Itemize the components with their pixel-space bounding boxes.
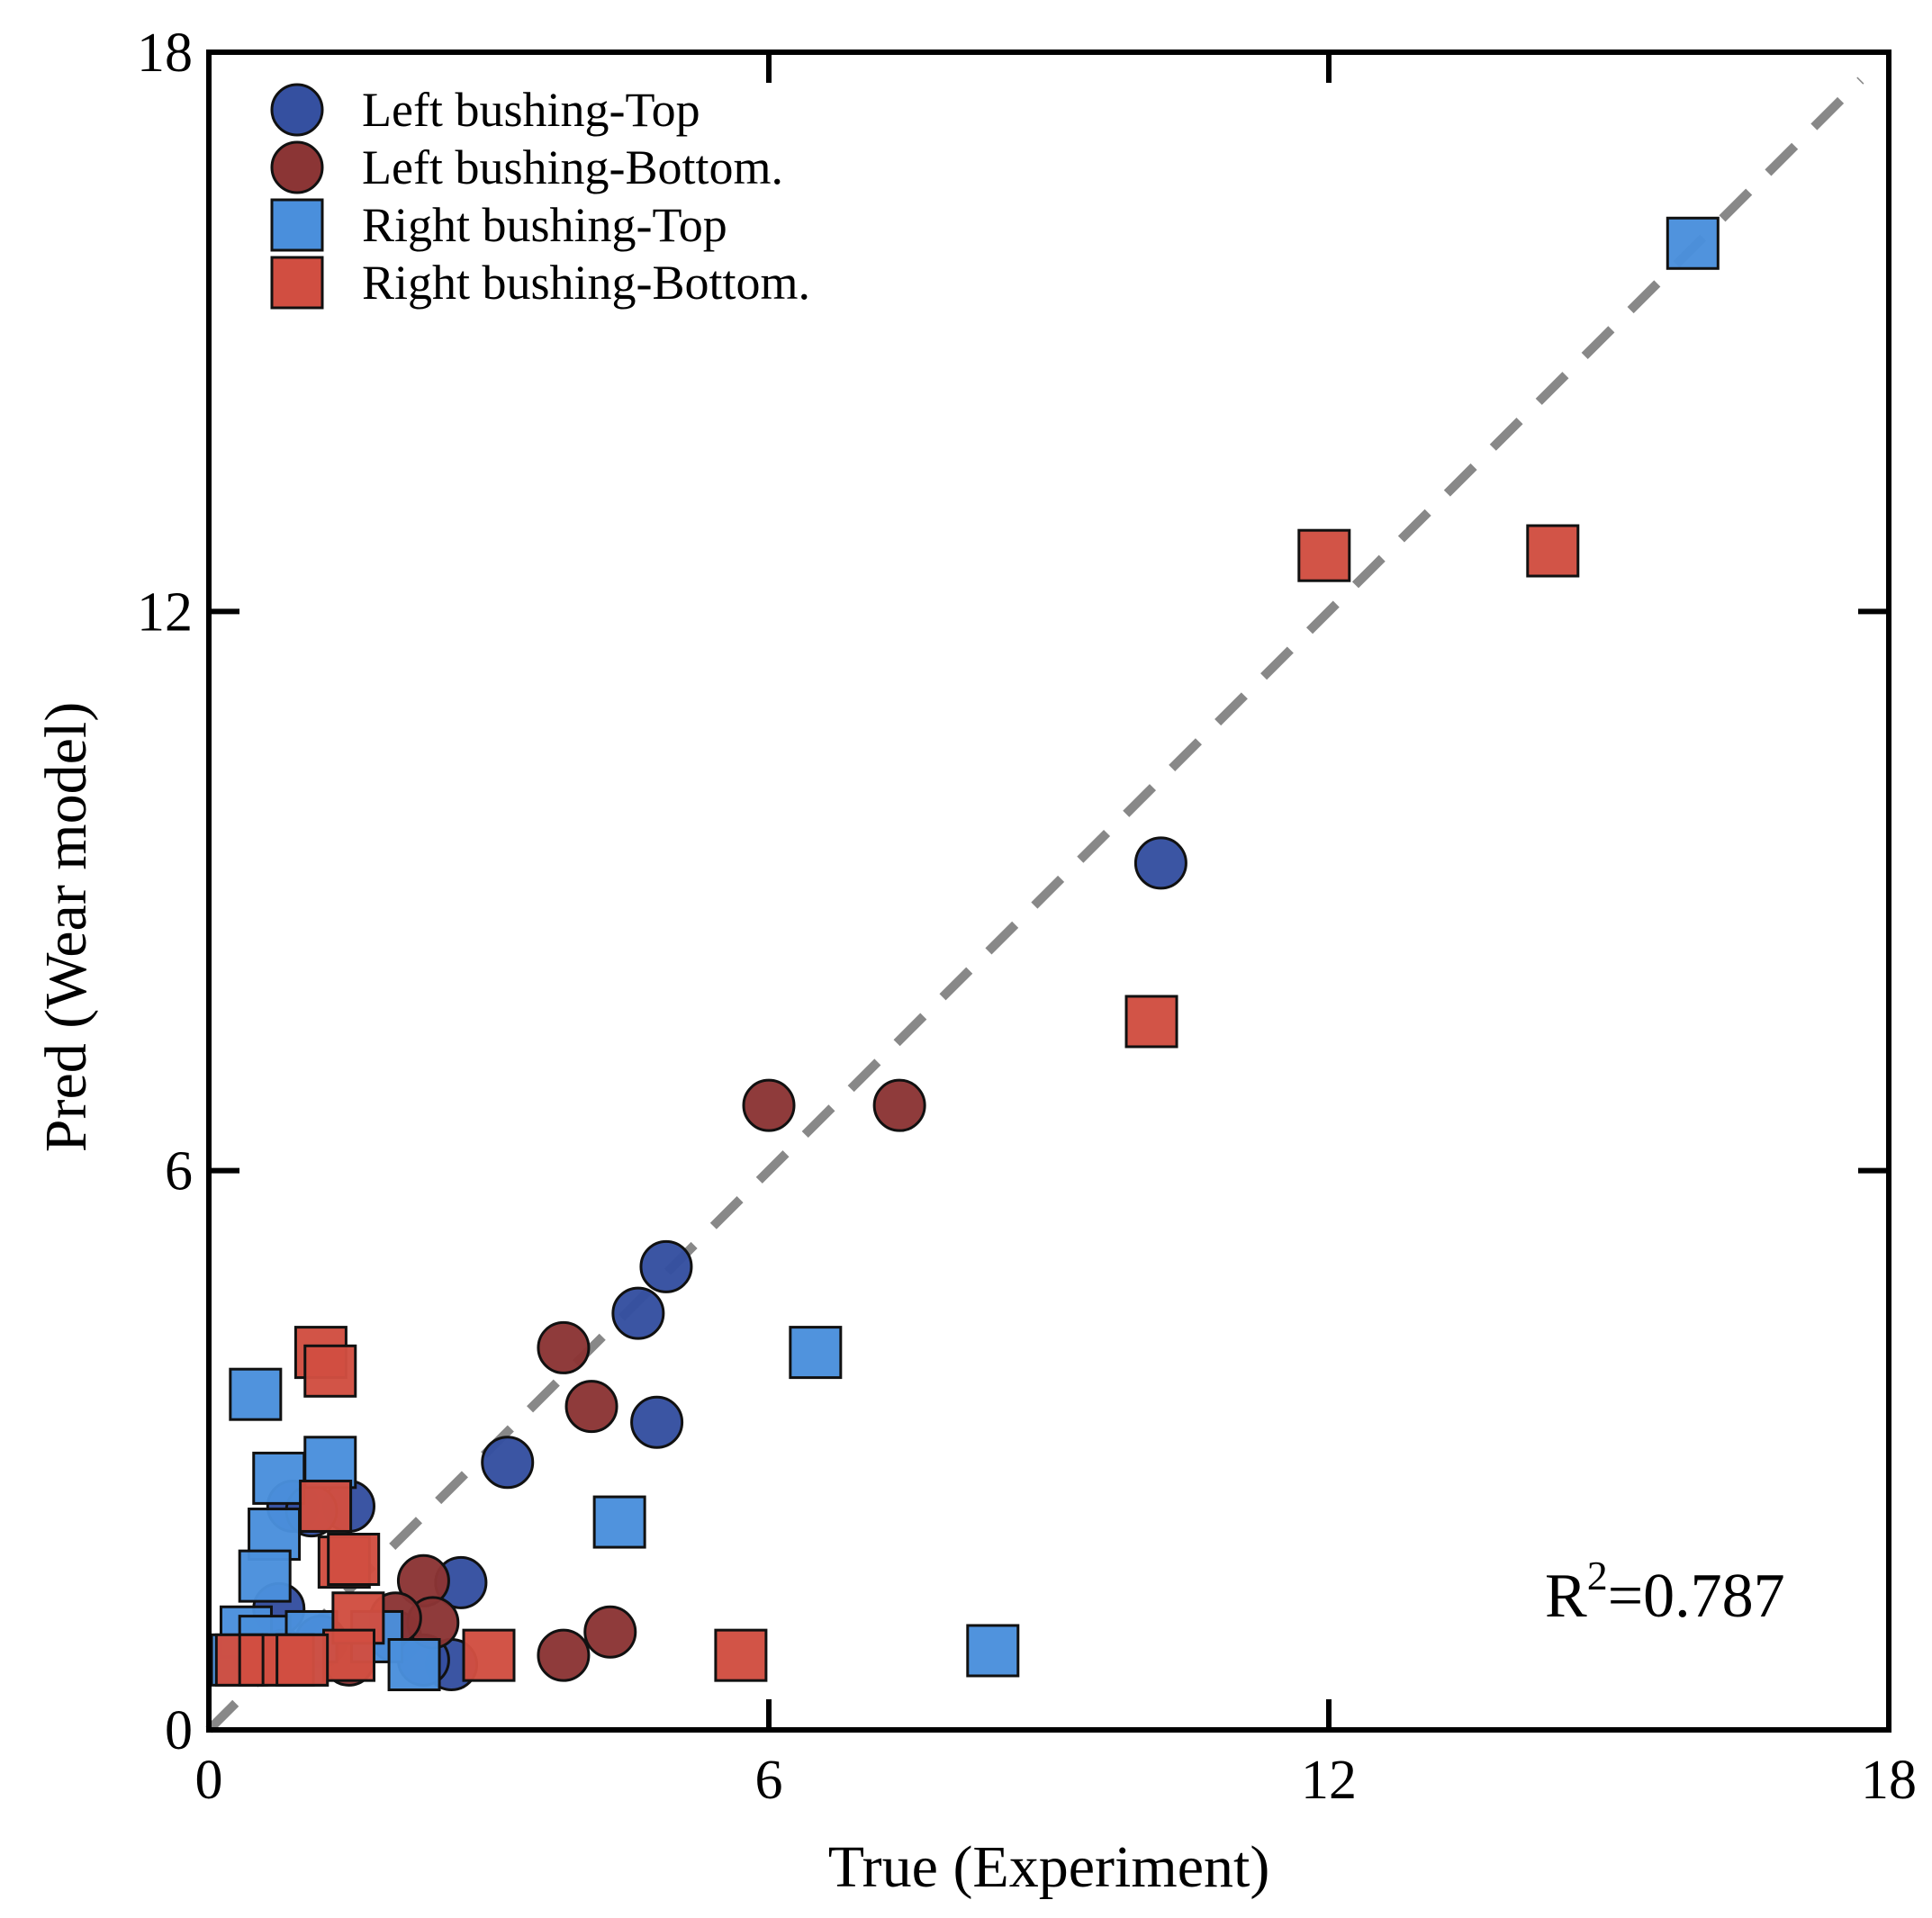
- legend-item-2: Left bushing-Bottom.: [270, 140, 783, 194]
- data-point-s3-4: [592, 1495, 646, 1549]
- data-point-s3-3: [966, 1624, 1020, 1678]
- data-points-layer: [210, 216, 1720, 1692]
- data-point-s4-16: [275, 1633, 330, 1687]
- y-axis-label: Pred (Wear model): [33, 702, 99, 1152]
- legend-label: Right bushing-Top: [362, 198, 727, 252]
- data-point-s4-10: [322, 1628, 375, 1682]
- r-squared-value: =0.787: [1608, 1562, 1785, 1631]
- data-point-s1-3: [611, 1286, 665, 1340]
- legend-marker-circle: [270, 140, 324, 194]
- data-point-s2-1: [742, 1078, 796, 1132]
- y-tick-label: 18: [137, 23, 193, 84]
- data-point-s4-3: [1124, 995, 1178, 1049]
- plot-frame: [206, 50, 1891, 1733]
- data-point-s2-3: [537, 1320, 591, 1374]
- tick-labels-layer: 0 6 12 18 0 6 12 18: [137, 23, 1917, 1811]
- legend-label: Left bushing-Bottom.: [362, 140, 783, 194]
- data-point-s1-2: [639, 1239, 693, 1293]
- data-point-s4-1: [1297, 528, 1351, 582]
- x-tick-label: 0: [195, 1750, 223, 1811]
- y-tick-label: 0: [165, 1700, 193, 1761]
- data-point-s2-2: [872, 1078, 926, 1132]
- x-tick-label: 18: [1861, 1750, 1917, 1811]
- data-point-s4-11: [462, 1628, 516, 1682]
- data-point-s4-5: [303, 1344, 357, 1398]
- data-point-s4-8: [327, 1532, 381, 1586]
- legend-marker-square: [270, 198, 324, 252]
- legend-label: Left bushing-Top: [362, 83, 700, 137]
- data-point-s3-9: [238, 1549, 292, 1603]
- data-point-s3-1: [1666, 216, 1720, 270]
- r-squared-annotation: R2=0.787: [1545, 1553, 1785, 1631]
- x-tick-label: 6: [755, 1750, 783, 1811]
- data-point-s1-1: [1133, 836, 1187, 890]
- y-tick-label: 12: [137, 581, 193, 643]
- y-tick-label: 6: [165, 1141, 193, 1202]
- ticks-layer: [209, 52, 1889, 1730]
- x-tick-label: 12: [1301, 1750, 1357, 1811]
- x-axis-label: True (Experiment): [828, 1834, 1270, 1900]
- r-squared-base: R: [1545, 1562, 1587, 1631]
- data-point-s1-5: [481, 1436, 535, 1490]
- data-point-s4-12: [714, 1628, 768, 1682]
- legend-item-1: Left bushing-Top: [270, 83, 700, 137]
- data-point-s3-6: [252, 1451, 306, 1505]
- legend-item-3: Right bushing-Top: [270, 198, 727, 252]
- data-point-s2-5: [583, 1605, 637, 1659]
- data-point-s1-4: [630, 1395, 684, 1449]
- legend-label: Right bushing-Bottom.: [362, 256, 810, 310]
- legend-marker-square: [270, 256, 324, 310]
- data-point-s4-6: [299, 1479, 353, 1533]
- data-point-s4-2: [1526, 524, 1580, 578]
- data-point-s3-5: [229, 1367, 283, 1421]
- r-squared-superscript: 2: [1587, 1553, 1608, 1598]
- series-4-points: [214, 524, 1580, 1687]
- legend-item-4: Right bushing-Bottom.: [270, 256, 810, 310]
- data-point-s3-2: [789, 1326, 843, 1380]
- data-point-s2-4: [564, 1380, 618, 1434]
- legend-marker-circle: [270, 83, 324, 137]
- data-point-s3-14: [387, 1638, 441, 1692]
- data-point-s2-6: [537, 1628, 591, 1682]
